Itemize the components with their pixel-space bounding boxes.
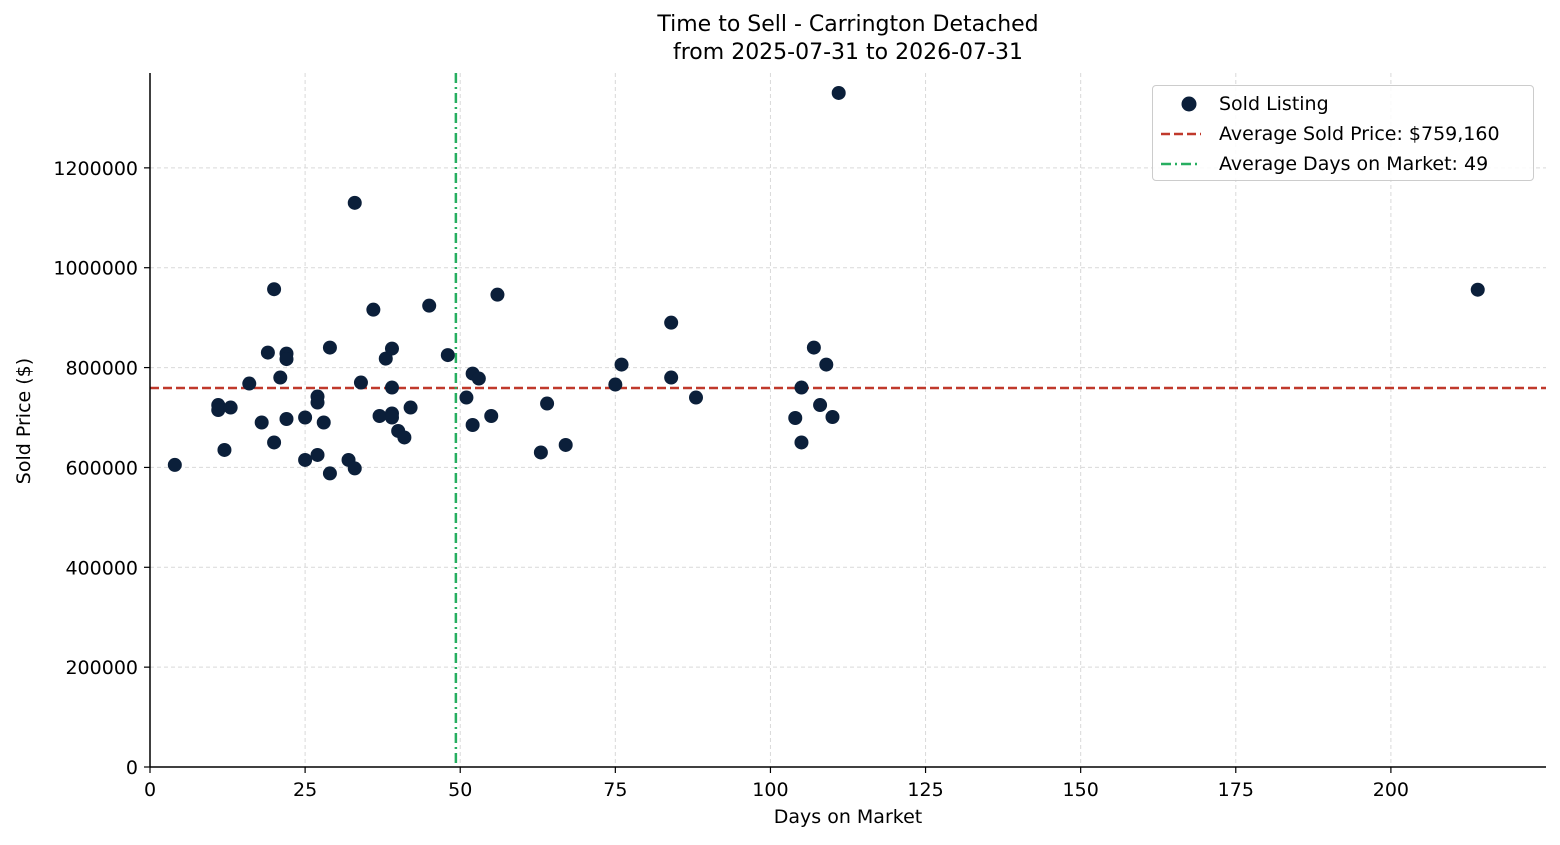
data-point (254, 415, 269, 430)
x-tick-label: 25 (293, 779, 317, 801)
y-tick-label: 400000 (65, 557, 138, 579)
x-tick-label: 200 (1373, 779, 1409, 801)
data-point (664, 315, 679, 330)
data-point (384, 341, 399, 356)
data-point (316, 415, 331, 430)
data-point (459, 390, 474, 405)
data-point (465, 417, 480, 432)
data-point (211, 403, 226, 418)
grid-lines (150, 73, 1546, 767)
data-point (819, 357, 834, 372)
reference-lines (150, 73, 1546, 767)
data-point (273, 370, 288, 385)
data-point (688, 390, 703, 405)
legend-label-sold-listing: Sold Listing (1219, 93, 1329, 115)
y-tick-label: 0 (126, 757, 138, 779)
data-point (267, 435, 282, 450)
data-point (384, 410, 399, 425)
data-point (372, 409, 387, 424)
legend-item-sold-listing: Sold Listing (1153, 89, 1533, 119)
x-tick-label: 125 (907, 779, 943, 801)
chart-title: Time to Sell - Carrington Detached (657, 12, 1039, 37)
x-tick-label: 100 (752, 779, 788, 801)
legend-label-average-price: Average Sold Price: $759,160 (1219, 123, 1500, 145)
y-tick-label: 800000 (65, 358, 138, 380)
x-tick-label: 0 (144, 779, 156, 801)
data-point (279, 352, 294, 367)
tick-labels: 0 25 50 75 100 125 150 175 200 0 200000 400000 60000… (53, 158, 1409, 801)
y-tick-label: 1000000 (53, 258, 138, 280)
data-point (267, 282, 282, 297)
data-point (484, 409, 499, 424)
data-point (490, 287, 505, 302)
data-points (167, 85, 1485, 481)
data-point (322, 466, 337, 481)
x-tick-label: 150 (1063, 779, 1099, 801)
data-point (440, 348, 455, 363)
data-point (608, 377, 623, 392)
data-point (1470, 282, 1485, 297)
y-axis-label: Sold Price ($) (13, 357, 35, 485)
data-point (347, 195, 362, 210)
x-axis-label: Days on Market (773, 806, 923, 828)
data-point (378, 351, 393, 366)
data-point (533, 445, 548, 460)
y-tick-label: 200000 (65, 657, 138, 679)
data-point (298, 410, 313, 425)
data-point (614, 357, 629, 372)
data-point (397, 430, 412, 445)
data-point (260, 345, 275, 360)
data-point (217, 442, 232, 457)
data-point (298, 452, 313, 467)
data-point (310, 447, 325, 462)
legend-item-average-days: Average Days on Market: 49 (1153, 149, 1533, 179)
chart-subtitle: from 2025-07-31 to 2026-07-31 (673, 40, 1023, 65)
data-point (422, 298, 437, 313)
legend-label-average-days: Average Days on Market: 49 (1219, 153, 1489, 175)
data-point (813, 398, 828, 413)
data-point (223, 400, 238, 415)
data-point (242, 376, 257, 391)
data-point (353, 375, 368, 390)
data-point (322, 340, 337, 355)
data-point (471, 371, 486, 386)
legend-marker-dot (1181, 96, 1197, 112)
data-point (794, 380, 809, 395)
data-point (310, 395, 325, 410)
axes (144, 73, 1546, 773)
data-point (558, 437, 573, 452)
data-point (384, 380, 399, 395)
data-point (788, 411, 803, 426)
data-point (540, 396, 555, 411)
data-point (831, 85, 846, 100)
data-point (403, 400, 418, 415)
legend-item-average-price: Average Sold Price: $759,160 (1153, 119, 1533, 149)
data-point (347, 461, 362, 476)
x-tick-label: 75 (603, 779, 627, 801)
data-point (806, 340, 821, 355)
data-point (279, 412, 294, 427)
y-tick-label: 1200000 (53, 158, 138, 180)
data-point (794, 435, 809, 450)
legend: Sold Listing Average Sold Price: $759,16… (1152, 85, 1534, 181)
data-point (825, 410, 840, 425)
data-point (366, 302, 381, 317)
x-tick-label: 50 (448, 779, 472, 801)
y-tick-label: 600000 (65, 457, 138, 479)
legend-marker-dashdot-line (1161, 162, 1201, 166)
legend-marker-dashed-line (1161, 132, 1201, 136)
x-tick-label: 175 (1218, 779, 1254, 801)
data-point (167, 457, 182, 472)
data-point (664, 370, 679, 385)
